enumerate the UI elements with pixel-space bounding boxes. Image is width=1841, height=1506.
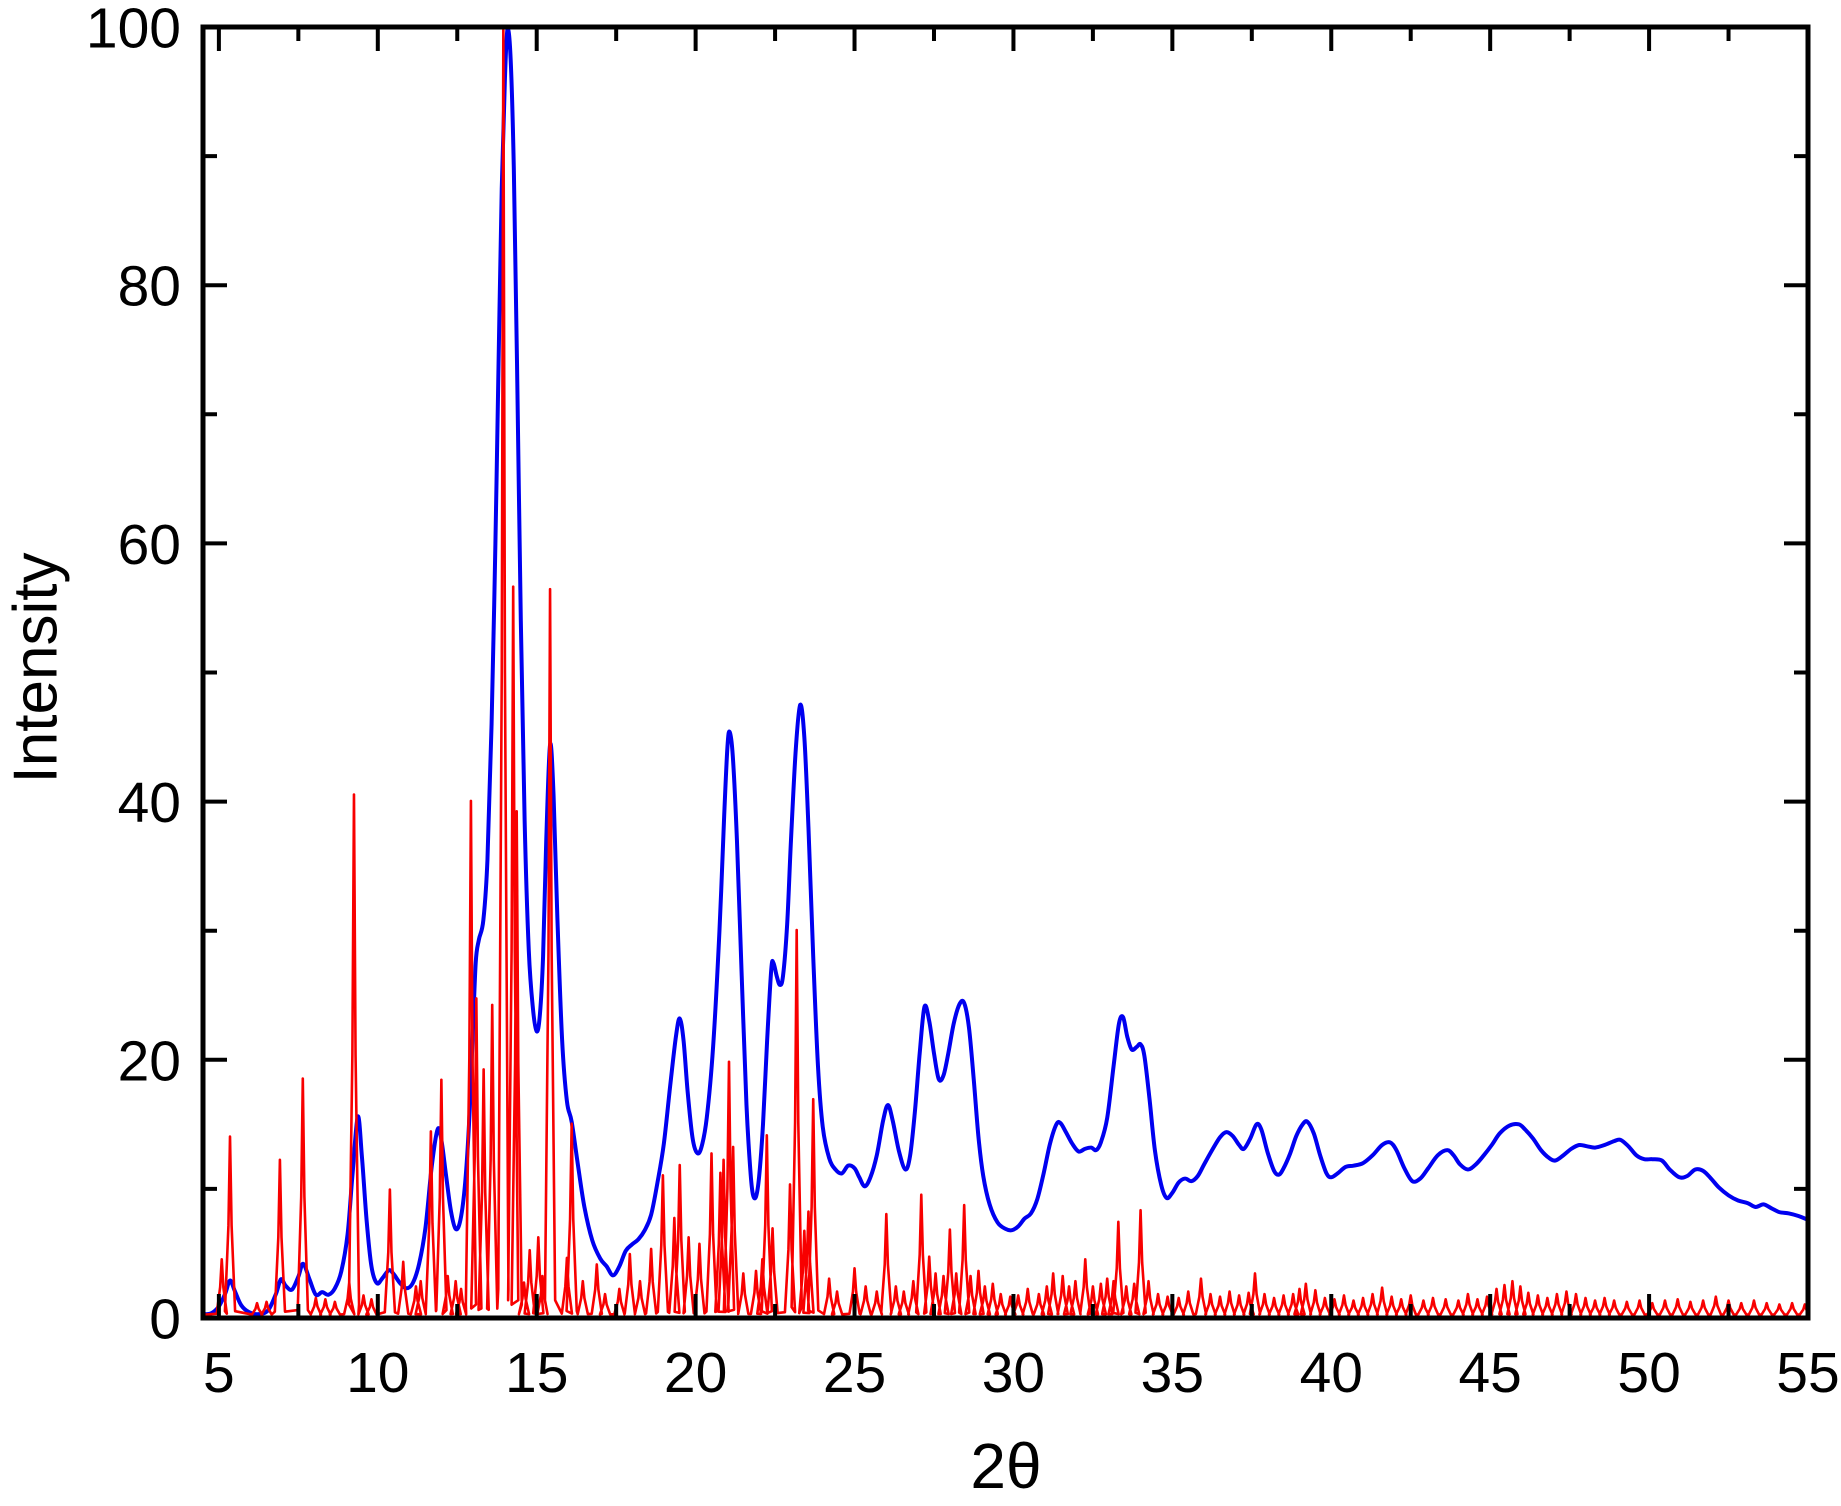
x-tick-label: 50: [1617, 1341, 1680, 1405]
y-axis-title: Intensity: [1, 552, 71, 784]
x-axis-title: 2θ: [970, 1430, 1042, 1502]
y-tick-label: 0: [149, 1288, 181, 1352]
axis-ticks: [203, 25, 1810, 1320]
y-tick-label: 20: [118, 1029, 181, 1093]
x-tick-label: 15: [505, 1341, 568, 1405]
experimental-pattern-line: [201, 26, 1810, 1317]
x-tick-label: 55: [1776, 1341, 1839, 1405]
x-tick-label: 5: [203, 1341, 235, 1405]
y-tick-label: 60: [118, 513, 181, 577]
x-tick-label: 35: [1141, 1341, 1204, 1405]
x-tick-label: 40: [1300, 1341, 1363, 1405]
y-tick-label: 100: [86, 0, 181, 61]
x-tick-label: 25: [823, 1341, 886, 1405]
x-tick-label: 20: [664, 1341, 727, 1405]
x-tick-label: 45: [1458, 1341, 1521, 1405]
x-tick-label: 10: [346, 1341, 409, 1405]
plot-frame: [200, 24, 1811, 1321]
x-tick-label: 30: [982, 1341, 1045, 1405]
simulated-pattern-line: [202, 28, 1810, 1317]
y-tick-label: 40: [118, 771, 181, 835]
y-tick-label: 80: [118, 255, 181, 319]
